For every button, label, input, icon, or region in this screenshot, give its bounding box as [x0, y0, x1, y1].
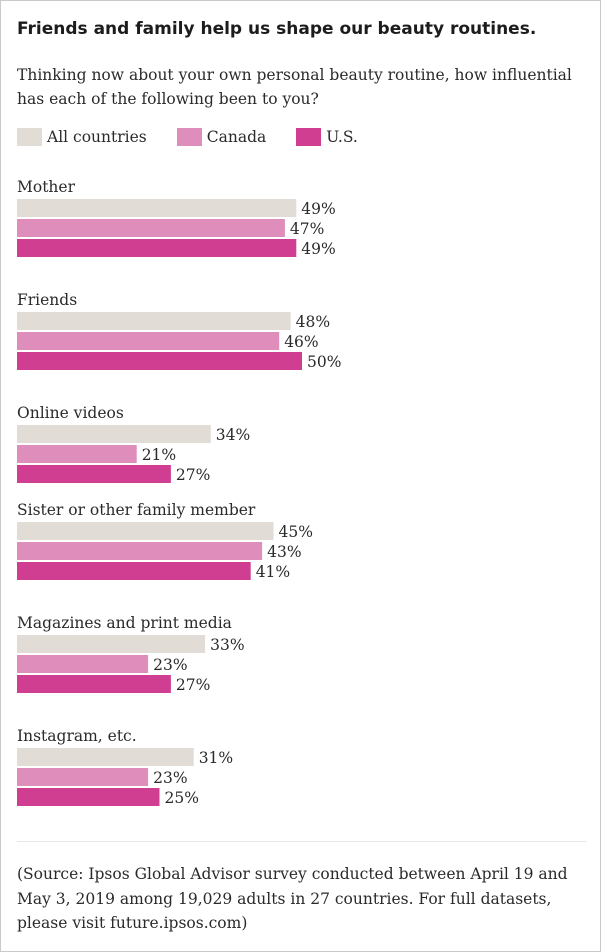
category-label-magazines-and-print-media: Magazines and print media	[17, 614, 232, 632]
value-label-online-videos-all-countries: 34%	[216, 426, 250, 444]
legend-swatch-canada	[176, 128, 202, 146]
bar-instagram-etc-u-s	[17, 788, 160, 806]
chart-title: Friends and family help us shape our bea…	[17, 19, 537, 39]
value-label-mother-canada: 47%	[290, 220, 324, 238]
value-label-instagram-etc-u-s: 25%	[165, 789, 199, 807]
bar-instagram-etc-canada	[17, 768, 149, 786]
bar-sister-or-other-family-member-u-s	[17, 562, 251, 580]
bar-chart: Mother 49% 47% 49% Friends 48% 46% 50% Online vi…	[17, 178, 341, 807]
bar-online-videos-all-countries	[17, 425, 211, 443]
bar-friends-all-countries	[17, 312, 291, 330]
bar-friends-u-s	[17, 352, 302, 370]
bar-friends-canada	[17, 332, 280, 350]
chart-subtitle: Thinking now about your own personal bea…	[17, 66, 572, 108]
bar-mother-all-countries	[17, 199, 297, 217]
legend-label-us: U.S.	[326, 128, 358, 146]
category-label-online-videos: Online videos	[17, 404, 124, 422]
value-label-friends-u-s: 50%	[307, 353, 341, 371]
value-label-friends-canada: 46%	[284, 333, 318, 351]
value-label-friends-all-countries: 48%	[296, 313, 330, 331]
legend-swatch-us	[296, 128, 322, 146]
category-label-mother: Mother	[17, 178, 76, 196]
divider	[17, 841, 586, 842]
legend-item-all-countries: All countries	[17, 128, 147, 146]
source-note: (Source: Ipsos Global Advisor survey con…	[17, 865, 568, 932]
bar-online-videos-u-s	[17, 465, 171, 483]
value-label-sister-or-other-family-member-u-s: 41%	[256, 563, 290, 581]
value-label-mother-all-countries: 49%	[301, 200, 335, 218]
legend: All countries Canada U.S.	[17, 126, 388, 148]
bar-magazines-and-print-media-canada	[17, 655, 149, 673]
value-label-online-videos-canada: 21%	[142, 446, 176, 464]
category-label-friends: Friends	[17, 291, 77, 309]
bar-magazines-and-print-media-all-countries	[17, 635, 206, 653]
bar-sister-or-other-family-member-all-countries	[17, 522, 274, 540]
bar-mother-canada	[17, 219, 285, 237]
category-label-instagram-etc: Instagram, etc.	[17, 727, 137, 745]
legend-label-canada: Canada	[206, 128, 267, 146]
legend-item-us: U.S.	[296, 128, 358, 146]
bar-sister-or-other-family-member-canada	[17, 542, 263, 560]
legend-label-all-countries: All countries	[47, 128, 147, 146]
bar-online-videos-canada	[17, 445, 137, 463]
value-label-sister-or-other-family-member-all-countries: 45%	[279, 523, 313, 541]
bar-instagram-etc-all-countries	[17, 748, 194, 766]
bar-magazines-and-print-media-u-s	[17, 675, 171, 693]
value-label-online-videos-u-s: 27%	[176, 466, 210, 484]
legend-item-canada: Canada	[176, 128, 267, 146]
bar-mother-u-s	[17, 239, 297, 257]
value-label-mother-u-s: 49%	[301, 240, 335, 258]
value-label-sister-or-other-family-member-canada: 43%	[267, 543, 301, 561]
category-label-sister-or-other-family-member: Sister or other family member	[17, 501, 256, 519]
value-label-instagram-etc-all-countries: 31%	[199, 749, 233, 767]
value-label-magazines-and-print-media-canada: 23%	[153, 656, 187, 674]
value-label-magazines-and-print-media-u-s: 27%	[176, 676, 210, 694]
value-label-instagram-etc-canada: 23%	[153, 769, 187, 787]
legend-swatch-all-countries	[17, 128, 42, 146]
value-label-magazines-and-print-media-all-countries: 33%	[210, 636, 244, 654]
